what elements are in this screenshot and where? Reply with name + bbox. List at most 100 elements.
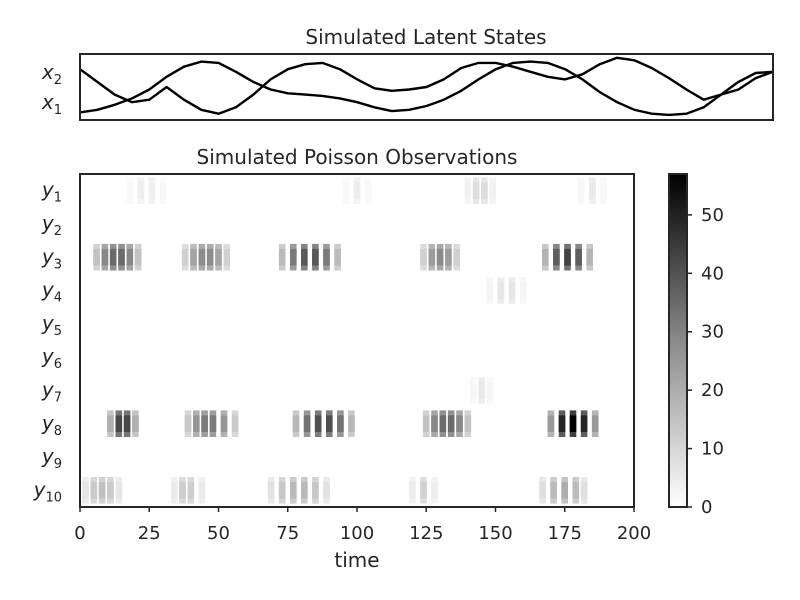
x-tick-label: 0 (74, 523, 85, 544)
heatmap-cell (575, 248, 582, 266)
heatmap-cell (456, 415, 463, 432)
heatmap-cell (148, 182, 156, 199)
heatmap-x-tick-labels: 0 25 50 75 100 125 150 175 200 (74, 507, 651, 544)
heatmap-cell (303, 415, 311, 432)
heatmap-cell (569, 415, 577, 432)
x-tick-label: 100 (340, 523, 374, 544)
latent-y-tick-x1: x1 (41, 90, 62, 118)
heatmap-cell (470, 382, 477, 399)
heatmap-y-tick-y8: y8 (41, 411, 62, 439)
heatmap-cell (334, 248, 341, 266)
colorbar-frame (668, 173, 688, 508)
heatmap-cell (364, 182, 372, 199)
heatmap-cell (489, 182, 496, 199)
x-tick-label: 50 (207, 523, 230, 544)
colorbar-tick-label: 40 (701, 263, 724, 284)
heatmap-cell (323, 482, 330, 499)
heatmap-cell (486, 282, 494, 299)
heatmap-cell (231, 415, 239, 432)
heatmap-cell (353, 182, 361, 199)
heatmap-cell (198, 248, 206, 266)
colorbar-gradient (669, 174, 687, 507)
heatmap-cell (115, 482, 123, 499)
heatmap-cell (301, 248, 308, 266)
heatmap-cell (223, 248, 231, 266)
x-tick-label: 75 (276, 523, 299, 544)
heatmap-cell (561, 482, 568, 499)
heatmap-cell (107, 415, 114, 432)
heatmap-cell (348, 415, 355, 432)
heatmap-cell (591, 415, 599, 432)
heatmap-cell (132, 415, 139, 432)
latent-line-1 (79, 60, 774, 117)
heatmap-cell (431, 415, 438, 432)
colorbar-tick-labels: 0 10 20 30 40 50 (687, 205, 724, 518)
colorbar-tick-label: 20 (701, 380, 724, 401)
heatmap-axes-frame (79, 173, 635, 508)
heatmap-cell (181, 248, 189, 266)
heatmap-cell (553, 248, 560, 266)
heatmap-cell (93, 248, 100, 266)
heatmap-y-tick-y1: y1 (41, 178, 62, 206)
heatmap-cell (312, 482, 319, 499)
heatmap-cell (187, 482, 195, 499)
latent-lines (79, 56, 774, 117)
colorbar-tick-label: 30 (701, 322, 724, 343)
heatmap-cell (342, 182, 350, 199)
heatmap-y-tick-y4: y4 (41, 278, 62, 306)
heatmap-cell (564, 248, 571, 266)
heatmap-cell (101, 248, 109, 266)
heatmap-cell (326, 415, 333, 432)
heatmap-cell (420, 248, 427, 266)
observations-panel: Simulated Poisson Observations y1y2y3y4y… (33, 145, 652, 572)
heatmap-cell (292, 415, 300, 432)
heatmap-cell (508, 282, 516, 299)
heatmap-cell (193, 415, 200, 432)
heatmap-cell (436, 248, 444, 266)
heatmap-cell (137, 182, 145, 199)
heatmap-cell (539, 482, 546, 499)
colorbar-tick-label: 50 (701, 205, 724, 226)
heatmap-cell (519, 282, 527, 299)
heatmap-cell (409, 482, 416, 499)
colorbar: 0 10 20 30 40 50 (668, 173, 724, 518)
heatmap-y-tick-y6: y6 (41, 344, 62, 372)
heatmap-cell (209, 415, 217, 432)
heatmap-cell (314, 415, 322, 432)
heatmap-cell (589, 182, 596, 199)
heatmap-cell (464, 415, 472, 432)
x-tick-label: 25 (138, 523, 161, 544)
heatmap-cell (428, 248, 436, 266)
x-axis-label: time (334, 548, 379, 572)
heatmap-cell (420, 482, 427, 499)
heatmap-cell (301, 482, 308, 499)
heatmap-cell (290, 482, 297, 499)
heatmap-cell (447, 415, 455, 432)
heatmap-cell (445, 248, 452, 266)
colorbar-tick-label: 0 (701, 497, 712, 518)
latent-line-2 (79, 56, 774, 115)
heatmap-cell (547, 415, 555, 432)
heatmap-cell (431, 482, 438, 499)
heatmap-cell (312, 248, 319, 266)
heatmap-cell (159, 182, 167, 199)
heatmap-cell (201, 415, 208, 432)
heatmap-cell (422, 415, 430, 432)
heatmap-cell (550, 482, 557, 499)
colorbar-tick-label: 10 (701, 439, 724, 460)
x-tick-label: 150 (478, 523, 512, 544)
heatmap-cell (478, 382, 485, 399)
heatmap-cell (170, 482, 178, 499)
latent-axes-frame (79, 53, 774, 121)
heatmap-cell (109, 248, 117, 266)
heatmap-cell (558, 415, 566, 432)
heatmap-cells (82, 177, 607, 504)
heatmap-cell (90, 482, 98, 499)
heatmap-y-tick-y5: y5 (41, 311, 62, 339)
heatmap-cell (123, 415, 131, 432)
heatmap-cell (497, 282, 505, 299)
heatmap-cell (337, 415, 344, 432)
latent-y-tick-x2: x2 (41, 60, 62, 88)
heatmap-cell (464, 182, 472, 199)
heatmap-cell (190, 248, 197, 266)
